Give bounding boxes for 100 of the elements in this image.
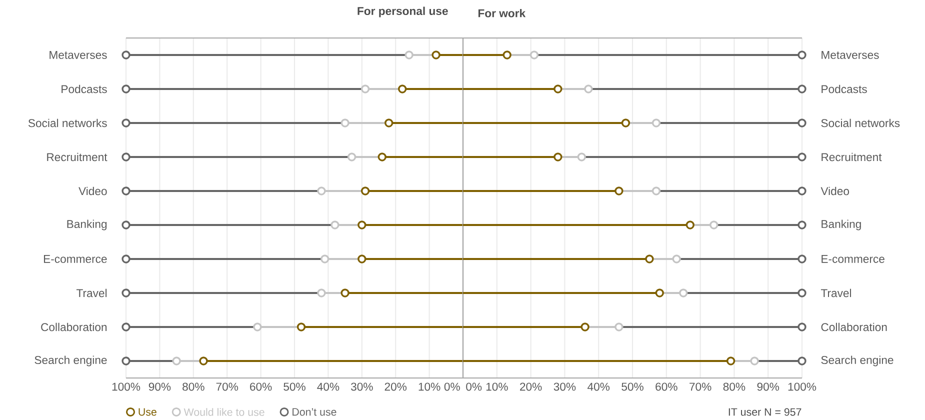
y-tick-label: Collaboration bbox=[821, 322, 887, 332]
x-tick-label: 30% bbox=[351, 382, 373, 391]
point bbox=[502, 50, 512, 60]
point bbox=[530, 50, 539, 60]
point bbox=[347, 152, 356, 162]
point bbox=[584, 84, 593, 94]
y-tick-label: Travel bbox=[76, 288, 107, 298]
point bbox=[360, 84, 370, 94]
y-tick-label: Social networks bbox=[821, 118, 900, 128]
x-tick-label: 90% bbox=[148, 382, 171, 391]
point bbox=[614, 186, 624, 196]
point bbox=[122, 152, 130, 162]
point bbox=[398, 84, 407, 94]
x-tick-label: 70% bbox=[690, 382, 712, 391]
point bbox=[122, 50, 130, 60]
point bbox=[122, 356, 130, 366]
y-tick-label: Search engine bbox=[34, 356, 107, 366]
x-tick-label: 50% bbox=[622, 382, 644, 391]
point bbox=[358, 220, 366, 230]
point bbox=[798, 356, 806, 366]
point bbox=[384, 118, 394, 128]
legend-label: Don’t use bbox=[292, 408, 336, 416]
y-tick-label: Video bbox=[78, 186, 107, 196]
point bbox=[798, 288, 806, 298]
y-tick-label: Banking bbox=[822, 220, 861, 230]
point bbox=[554, 152, 562, 162]
point bbox=[750, 356, 759, 366]
point bbox=[122, 254, 130, 264]
point bbox=[798, 186, 806, 196]
y-tick-label: Metaverses bbox=[50, 51, 107, 59]
point bbox=[378, 152, 386, 162]
y-tick-label: Search engine bbox=[821, 356, 894, 366]
y-tick-label: Podcasts bbox=[822, 84, 867, 94]
x-tick-label: 100% bbox=[112, 382, 140, 391]
point bbox=[726, 356, 736, 366]
point bbox=[253, 322, 262, 332]
y-tick-label: Podcasts bbox=[62, 84, 107, 94]
point bbox=[798, 254, 806, 264]
x-tick-label: 70% bbox=[216, 382, 238, 391]
x-tick-label: 40% bbox=[317, 382, 340, 391]
point bbox=[580, 322, 590, 332]
point bbox=[672, 254, 681, 264]
point bbox=[172, 356, 181, 366]
point bbox=[679, 288, 688, 298]
point bbox=[340, 288, 350, 298]
y-tick-label: Recruitment bbox=[47, 152, 108, 162]
x-tick-label: 50% bbox=[284, 382, 306, 391]
chart-title: For work bbox=[478, 8, 526, 18]
x-tick-label: 80% bbox=[182, 382, 204, 391]
point bbox=[655, 288, 664, 298]
y-tick-label: E-commerce bbox=[44, 255, 107, 263]
point bbox=[199, 356, 208, 366]
point bbox=[330, 220, 340, 230]
point bbox=[317, 288, 326, 298]
point bbox=[652, 186, 661, 196]
point bbox=[798, 152, 806, 162]
x-tick-label: 40% bbox=[588, 382, 610, 391]
point bbox=[686, 220, 694, 230]
point bbox=[614, 322, 624, 332]
point bbox=[404, 50, 414, 60]
x-tick-label: 0% bbox=[444, 382, 460, 391]
point bbox=[554, 84, 562, 94]
legend-label: Use bbox=[138, 408, 156, 416]
text: IT user N = 957 bbox=[728, 408, 802, 416]
point bbox=[652, 118, 661, 128]
x-tick-label: 0% bbox=[466, 382, 482, 391]
y-tick-label: Banking bbox=[67, 220, 107, 230]
point bbox=[798, 50, 806, 60]
point bbox=[317, 186, 326, 196]
x-tick-label: 60% bbox=[656, 382, 678, 391]
y-tick-label: Travel bbox=[820, 288, 852, 298]
point bbox=[122, 84, 130, 94]
x-tick-label: 90% bbox=[757, 382, 780, 391]
point bbox=[798, 220, 806, 230]
point bbox=[122, 186, 130, 196]
x-tick-label: 60% bbox=[250, 382, 272, 391]
y-tick-label: Collaboration bbox=[41, 322, 107, 332]
point bbox=[358, 254, 366, 264]
point bbox=[798, 118, 806, 128]
x-tick-label: 100% bbox=[788, 382, 816, 391]
x-tick-label: 20% bbox=[384, 382, 407, 391]
point bbox=[360, 186, 370, 196]
x-tick-label: 20% bbox=[520, 382, 542, 391]
point bbox=[798, 84, 806, 94]
point bbox=[798, 322, 806, 332]
point bbox=[710, 220, 718, 230]
y-tick-label: Recruitment bbox=[822, 152, 882, 162]
point bbox=[340, 118, 350, 128]
y-tick-label: Social networks bbox=[28, 118, 107, 128]
x-tick-label: 10% bbox=[486, 382, 508, 391]
point bbox=[296, 322, 306, 332]
chart-title: For personal use bbox=[358, 6, 448, 18]
point bbox=[645, 254, 654, 264]
y-tick-label: E-commerce bbox=[822, 255, 884, 263]
point bbox=[577, 152, 586, 162]
y-tick-label: Video bbox=[820, 186, 850, 196]
x-tick-label: 80% bbox=[723, 382, 746, 391]
y-tick-label: Metaverses bbox=[822, 51, 879, 59]
legend-label: Would like to use bbox=[184, 408, 264, 416]
point bbox=[122, 288, 130, 298]
